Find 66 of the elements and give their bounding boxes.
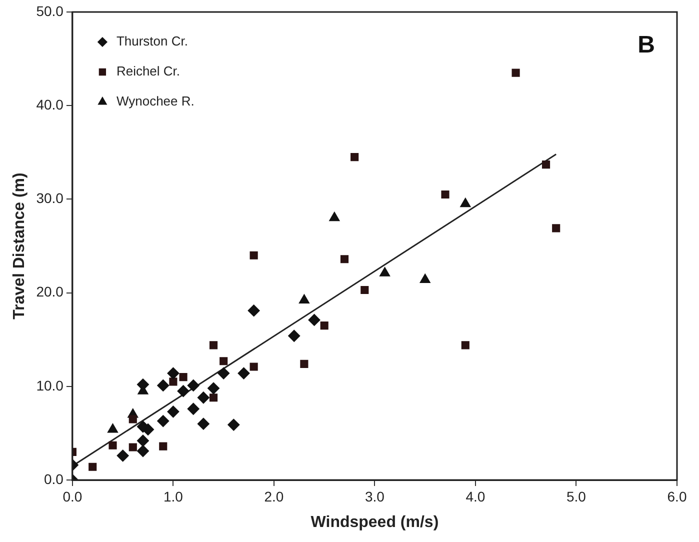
x-tick-label: 6.0 — [667, 488, 687, 504]
point — [350, 153, 359, 162]
point — [298, 294, 310, 304]
annotation: B — [638, 32, 655, 59]
point — [157, 379, 170, 392]
point — [157, 415, 170, 428]
y-tick-label: 40.0 — [36, 96, 64, 112]
point — [136, 444, 149, 457]
point — [116, 450, 129, 462]
point — [197, 418, 210, 430]
x-tick-label: 5.0 — [566, 488, 586, 504]
point — [167, 367, 180, 380]
point — [238, 367, 250, 380]
point — [340, 255, 349, 264]
x-tick-label: 1.0 — [163, 488, 184, 504]
point — [197, 392, 210, 404]
y-tick-label: 20.0 — [36, 284, 64, 300]
point — [329, 212, 340, 222]
y-axis-title: Travel Distance (m) — [11, 172, 28, 320]
y-tick-label: 50.0 — [36, 2, 64, 19]
point — [250, 251, 258, 260]
point — [107, 423, 118, 433]
point — [320, 322, 328, 330]
point — [179, 373, 188, 382]
point — [136, 434, 149, 447]
point — [128, 443, 137, 452]
point — [209, 341, 218, 350]
point — [218, 367, 230, 380]
point — [380, 267, 390, 276]
point — [360, 286, 369, 294]
point — [187, 379, 200, 392]
point — [108, 441, 117, 450]
point — [441, 190, 450, 199]
point — [128, 415, 137, 424]
point — [169, 378, 178, 386]
legend-label: Reichel Cr. — [116, 64, 180, 79]
point — [228, 418, 240, 431]
point — [461, 341, 470, 350]
point — [208, 382, 220, 394]
y-tick-label: 30.0 — [36, 190, 64, 206]
legend-label: Wynochee R. — [116, 94, 194, 109]
point — [308, 314, 320, 326]
x-tick-label: 4.0 — [466, 488, 486, 504]
point — [300, 360, 308, 368]
point — [177, 385, 190, 398]
point — [512, 68, 520, 77]
point — [552, 224, 560, 232]
y-tick-label: 0.0 — [44, 470, 64, 487]
x-tick-label: 3.0 — [364, 488, 385, 504]
point — [220, 357, 228, 366]
point — [248, 304, 260, 317]
x-tick-label: 2.0 — [264, 488, 284, 504]
point — [420, 274, 430, 283]
point — [159, 442, 168, 450]
point — [167, 406, 180, 418]
point — [88, 462, 97, 471]
legend-label: Thurston Cr. — [116, 34, 188, 49]
y-tick-label: 10.0 — [36, 377, 64, 394]
point — [288, 330, 300, 342]
point — [460, 198, 471, 208]
point — [250, 362, 258, 371]
point — [209, 394, 218, 402]
point — [542, 160, 550, 169]
x-tick-label: 0.0 — [62, 488, 82, 504]
x-axis-title: Windspeed (m/s) — [310, 514, 439, 531]
point — [187, 402, 200, 415]
